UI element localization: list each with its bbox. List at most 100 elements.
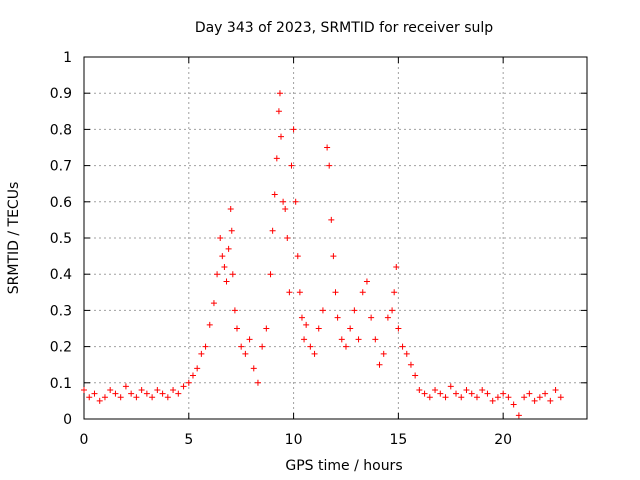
data-point	[294, 253, 301, 260]
data-point	[170, 387, 177, 394]
tick-labels: 00.10.20.30.40.50.60.70.80.910 5 10 15 20	[50, 50, 512, 448]
data-point	[399, 343, 406, 350]
data-point	[292, 198, 299, 205]
data-point	[175, 390, 182, 397]
data-point	[271, 191, 278, 198]
data-point	[376, 361, 383, 368]
y-tick-label: 0.2	[50, 340, 72, 356]
data-point	[185, 379, 192, 386]
data-point	[81, 387, 87, 394]
data-point	[202, 343, 209, 350]
data-point	[250, 365, 257, 372]
data-point	[307, 343, 314, 350]
x-tick-label: 10	[285, 432, 303, 448]
data-point	[288, 162, 295, 169]
data-point	[229, 271, 236, 278]
data-point	[510, 401, 517, 408]
x-tick-label: 5	[184, 432, 193, 448]
x-tick-label: 15	[389, 432, 407, 448]
data-point	[298, 314, 305, 321]
data-point	[128, 390, 135, 397]
y-tick-label: 0.9	[50, 86, 72, 102]
data-point	[416, 387, 423, 394]
data-point	[526, 390, 533, 397]
data-point	[278, 133, 285, 140]
data-point	[303, 321, 310, 328]
data-point	[432, 387, 439, 394]
chart-title: Day 343 of 2023, SRMTID for receiver sul…	[195, 20, 493, 36]
data-point	[363, 278, 370, 285]
data-point	[138, 387, 145, 394]
data-point	[273, 155, 280, 162]
y-tick-label: 0.8	[50, 122, 72, 138]
data-point	[391, 289, 398, 296]
y-axis-label: SRMTID / TECUs	[6, 182, 22, 295]
data-point	[403, 350, 410, 357]
data-point	[552, 387, 559, 394]
data-point	[286, 289, 293, 296]
axis-ticks	[83, 56, 587, 420]
data-point	[453, 390, 460, 397]
data-point	[117, 394, 124, 401]
data-point	[210, 300, 217, 307]
data-point	[484, 390, 491, 397]
data-point	[500, 390, 507, 397]
data-point	[86, 394, 93, 401]
data-point	[547, 397, 554, 404]
data-point	[442, 394, 449, 401]
data-point	[164, 394, 171, 401]
data-point	[107, 387, 114, 394]
data-point	[149, 394, 156, 401]
data-point	[395, 325, 402, 332]
data-point	[275, 108, 282, 115]
data-point	[263, 325, 270, 332]
data-point	[311, 350, 318, 357]
data-point	[521, 394, 528, 401]
data-point	[301, 336, 308, 343]
data-point	[227, 206, 234, 213]
data-point	[536, 394, 543, 401]
data-point	[180, 383, 187, 390]
data-point	[407, 361, 414, 368]
data-point	[326, 162, 333, 169]
data-point	[447, 383, 454, 390]
data-point	[231, 307, 238, 314]
y-tick-label: 0.4	[50, 267, 72, 283]
data-point	[290, 126, 297, 133]
data-point	[206, 321, 213, 328]
data-point	[542, 390, 549, 397]
data-point	[342, 343, 349, 350]
data-point	[351, 307, 358, 314]
data-point	[96, 397, 103, 404]
data-point	[225, 245, 232, 252]
data-point	[458, 394, 465, 401]
data-point	[189, 372, 196, 379]
data-point	[91, 390, 98, 397]
data-point	[284, 235, 291, 241]
data-point	[332, 289, 339, 296]
data-point	[315, 325, 322, 332]
data-point	[254, 379, 261, 386]
data-point	[393, 263, 400, 270]
data-point	[267, 271, 274, 278]
data-point	[319, 307, 326, 314]
data-point	[223, 278, 230, 285]
data-point	[238, 343, 245, 350]
y-tick-label: 0.5	[50, 231, 72, 247]
data-point	[384, 314, 391, 321]
data-point	[389, 307, 396, 314]
data-point	[296, 289, 303, 296]
data-point	[143, 390, 150, 397]
data-point	[217, 235, 224, 241]
x-axis-label: GPS time / hours	[285, 458, 402, 474]
data-point	[233, 325, 240, 332]
data-point	[355, 336, 362, 343]
data-points	[81, 90, 564, 419]
data-point	[468, 390, 475, 397]
x-tick-label: 20	[494, 432, 512, 448]
y-tick-label: 0.7	[50, 159, 72, 175]
data-point	[198, 350, 205, 357]
data-point	[463, 387, 470, 394]
y-tick-label: 0	[63, 412, 72, 428]
data-point	[276, 90, 283, 97]
